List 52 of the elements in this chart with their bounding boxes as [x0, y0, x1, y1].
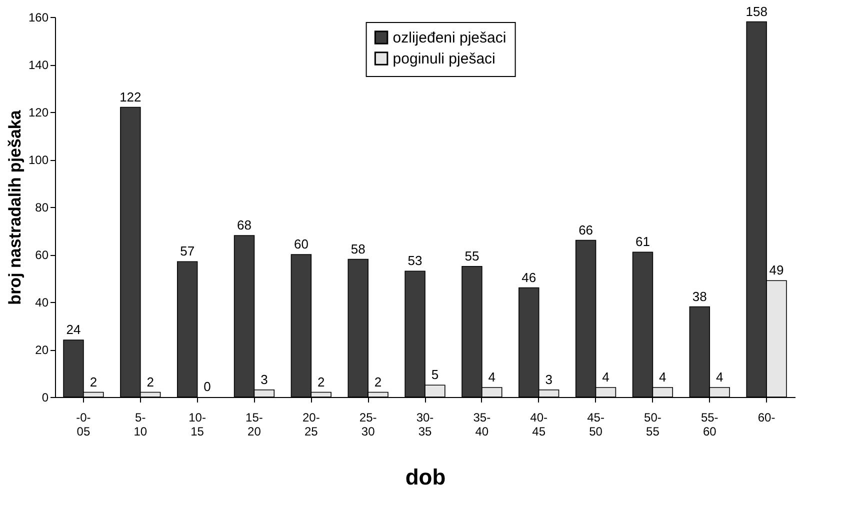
x-tick-label: 10- 15 [188, 410, 206, 438]
data-label: 4 [602, 370, 610, 384]
data-label: 55 [464, 248, 480, 264]
data-label: 61 [635, 234, 650, 250]
data-label: 2 [318, 374, 325, 390]
data-label: 66 [578, 222, 594, 238]
data-label: 2 [374, 374, 382, 390]
x-tick-label: 60- [758, 410, 776, 424]
data-label: 4 [659, 370, 666, 384]
y-tick-label: 100 [28, 153, 49, 167]
x-tick-label: 15- 20 [246, 410, 263, 438]
x-tick-label: 45- 50 [587, 410, 604, 438]
data-label: 60 [294, 236, 308, 252]
x-tick-label: 35- 40 [473, 410, 491, 438]
y-tick-label: 140 [28, 58, 49, 72]
x-tick-label: 40- 45 [530, 410, 548, 438]
y-tick-label: 80 [35, 200, 49, 214]
data-label: 5 [431, 367, 439, 382]
legend-label: poginuli pješaci [392, 50, 496, 68]
x-tick-label: 55- 60 [700, 410, 718, 438]
x-tick-label: -0- 05 [76, 410, 91, 438]
data-label: 0 [204, 379, 211, 394]
legend-label: ozlijeđeni pješaci [392, 30, 506, 46]
data-label: 2 [90, 374, 98, 390]
y-tick-label: 120 [28, 106, 49, 120]
data-label: 58 [350, 241, 366, 256]
data-label: 4 [716, 370, 724, 384]
data-label: 122 [120, 89, 142, 104]
x-tick-label: 5- 10 [134, 410, 148, 438]
x-tick-label: 25- 30 [359, 410, 377, 438]
data-label: 3 [545, 372, 552, 387]
data-label: 38 [692, 288, 707, 304]
y-tick-label: 60 [35, 248, 49, 262]
data-label: 3 [260, 372, 268, 387]
x-axis-title: dob [405, 464, 446, 490]
x-tick-label: 30- 35 [416, 410, 434, 438]
y-tick-label: 20 [35, 343, 49, 357]
data-label: 2 [146, 374, 154, 390]
data-label: 57 [180, 244, 195, 259]
y-tick-label: 40 [35, 296, 49, 310]
data-label: 68 [237, 218, 252, 232]
x-tick-label: 20- 25 [302, 410, 320, 438]
data-label: 46 [522, 270, 536, 285]
x-tick-label: 50- 55 [644, 410, 662, 438]
data-label: 158 [746, 4, 768, 19]
data-label: 4 [488, 370, 496, 384]
data-label: 53 [408, 253, 422, 268]
y-axis-title: broj nastradalih pješaka [5, 110, 24, 305]
y-tick-label: 160 [28, 10, 49, 24]
data-label: 49 [769, 262, 784, 278]
data-label: 24 [66, 322, 81, 337]
y-tick-label: 0 [42, 390, 49, 404]
